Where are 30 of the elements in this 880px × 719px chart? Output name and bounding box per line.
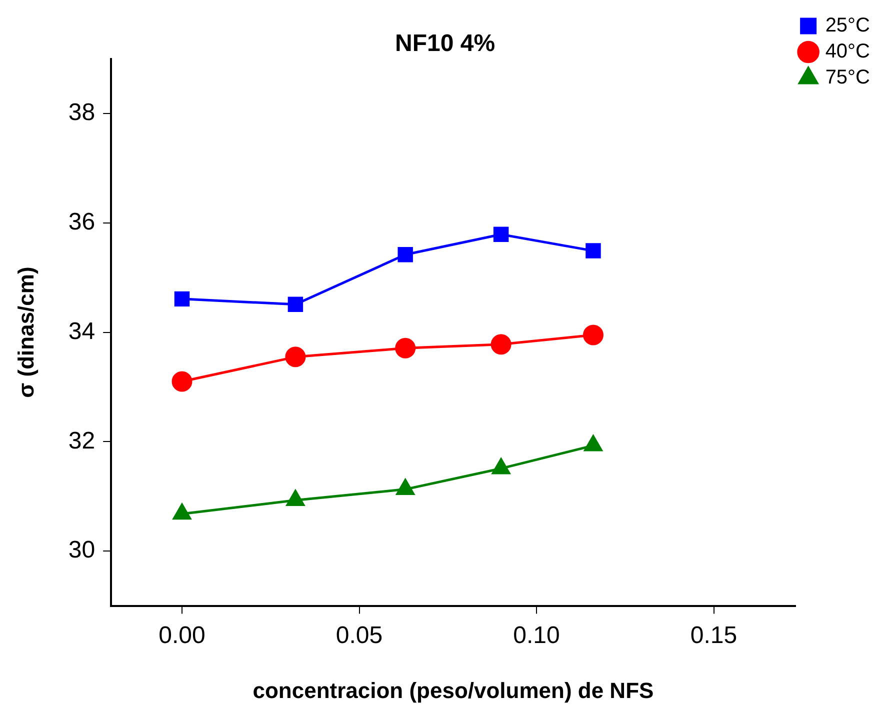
y-axis-title: σ (dinas/cm)	[13, 266, 38, 398]
point	[286, 490, 304, 506]
y-tick-label: 36	[68, 208, 96, 236]
point	[490, 334, 512, 355]
point	[584, 435, 602, 452]
x-tick-label: 0.15	[690, 622, 738, 649]
point	[493, 226, 509, 242]
point	[396, 479, 414, 496]
point	[172, 504, 192, 520]
point	[582, 324, 604, 346]
x-tick-label: 0.00	[158, 622, 206, 649]
point	[285, 346, 306, 368]
y-tick-label: 32	[68, 427, 96, 454]
x-tick-label: 0.10	[513, 622, 560, 649]
chart-title: NF10 4%	[394, 30, 496, 58]
x-axis-title: concentracion (peso/volumen) de NFS	[252, 678, 654, 703]
legend-label: 25°C	[825, 14, 870, 37]
point	[288, 296, 304, 312]
legend-label: 75°C	[825, 66, 870, 89]
point	[398, 247, 413, 262]
x-tick-label: 0.05	[336, 622, 383, 649]
legend-label: 40°C	[825, 40, 870, 63]
y-tick-label: 38	[68, 99, 96, 126]
y-tick-label: 34	[68, 318, 96, 345]
y-tick-label: 30	[68, 536, 96, 564]
point	[174, 291, 190, 307]
point	[492, 458, 510, 474]
point	[586, 243, 601, 258]
point	[172, 371, 192, 392]
point	[395, 338, 416, 358]
